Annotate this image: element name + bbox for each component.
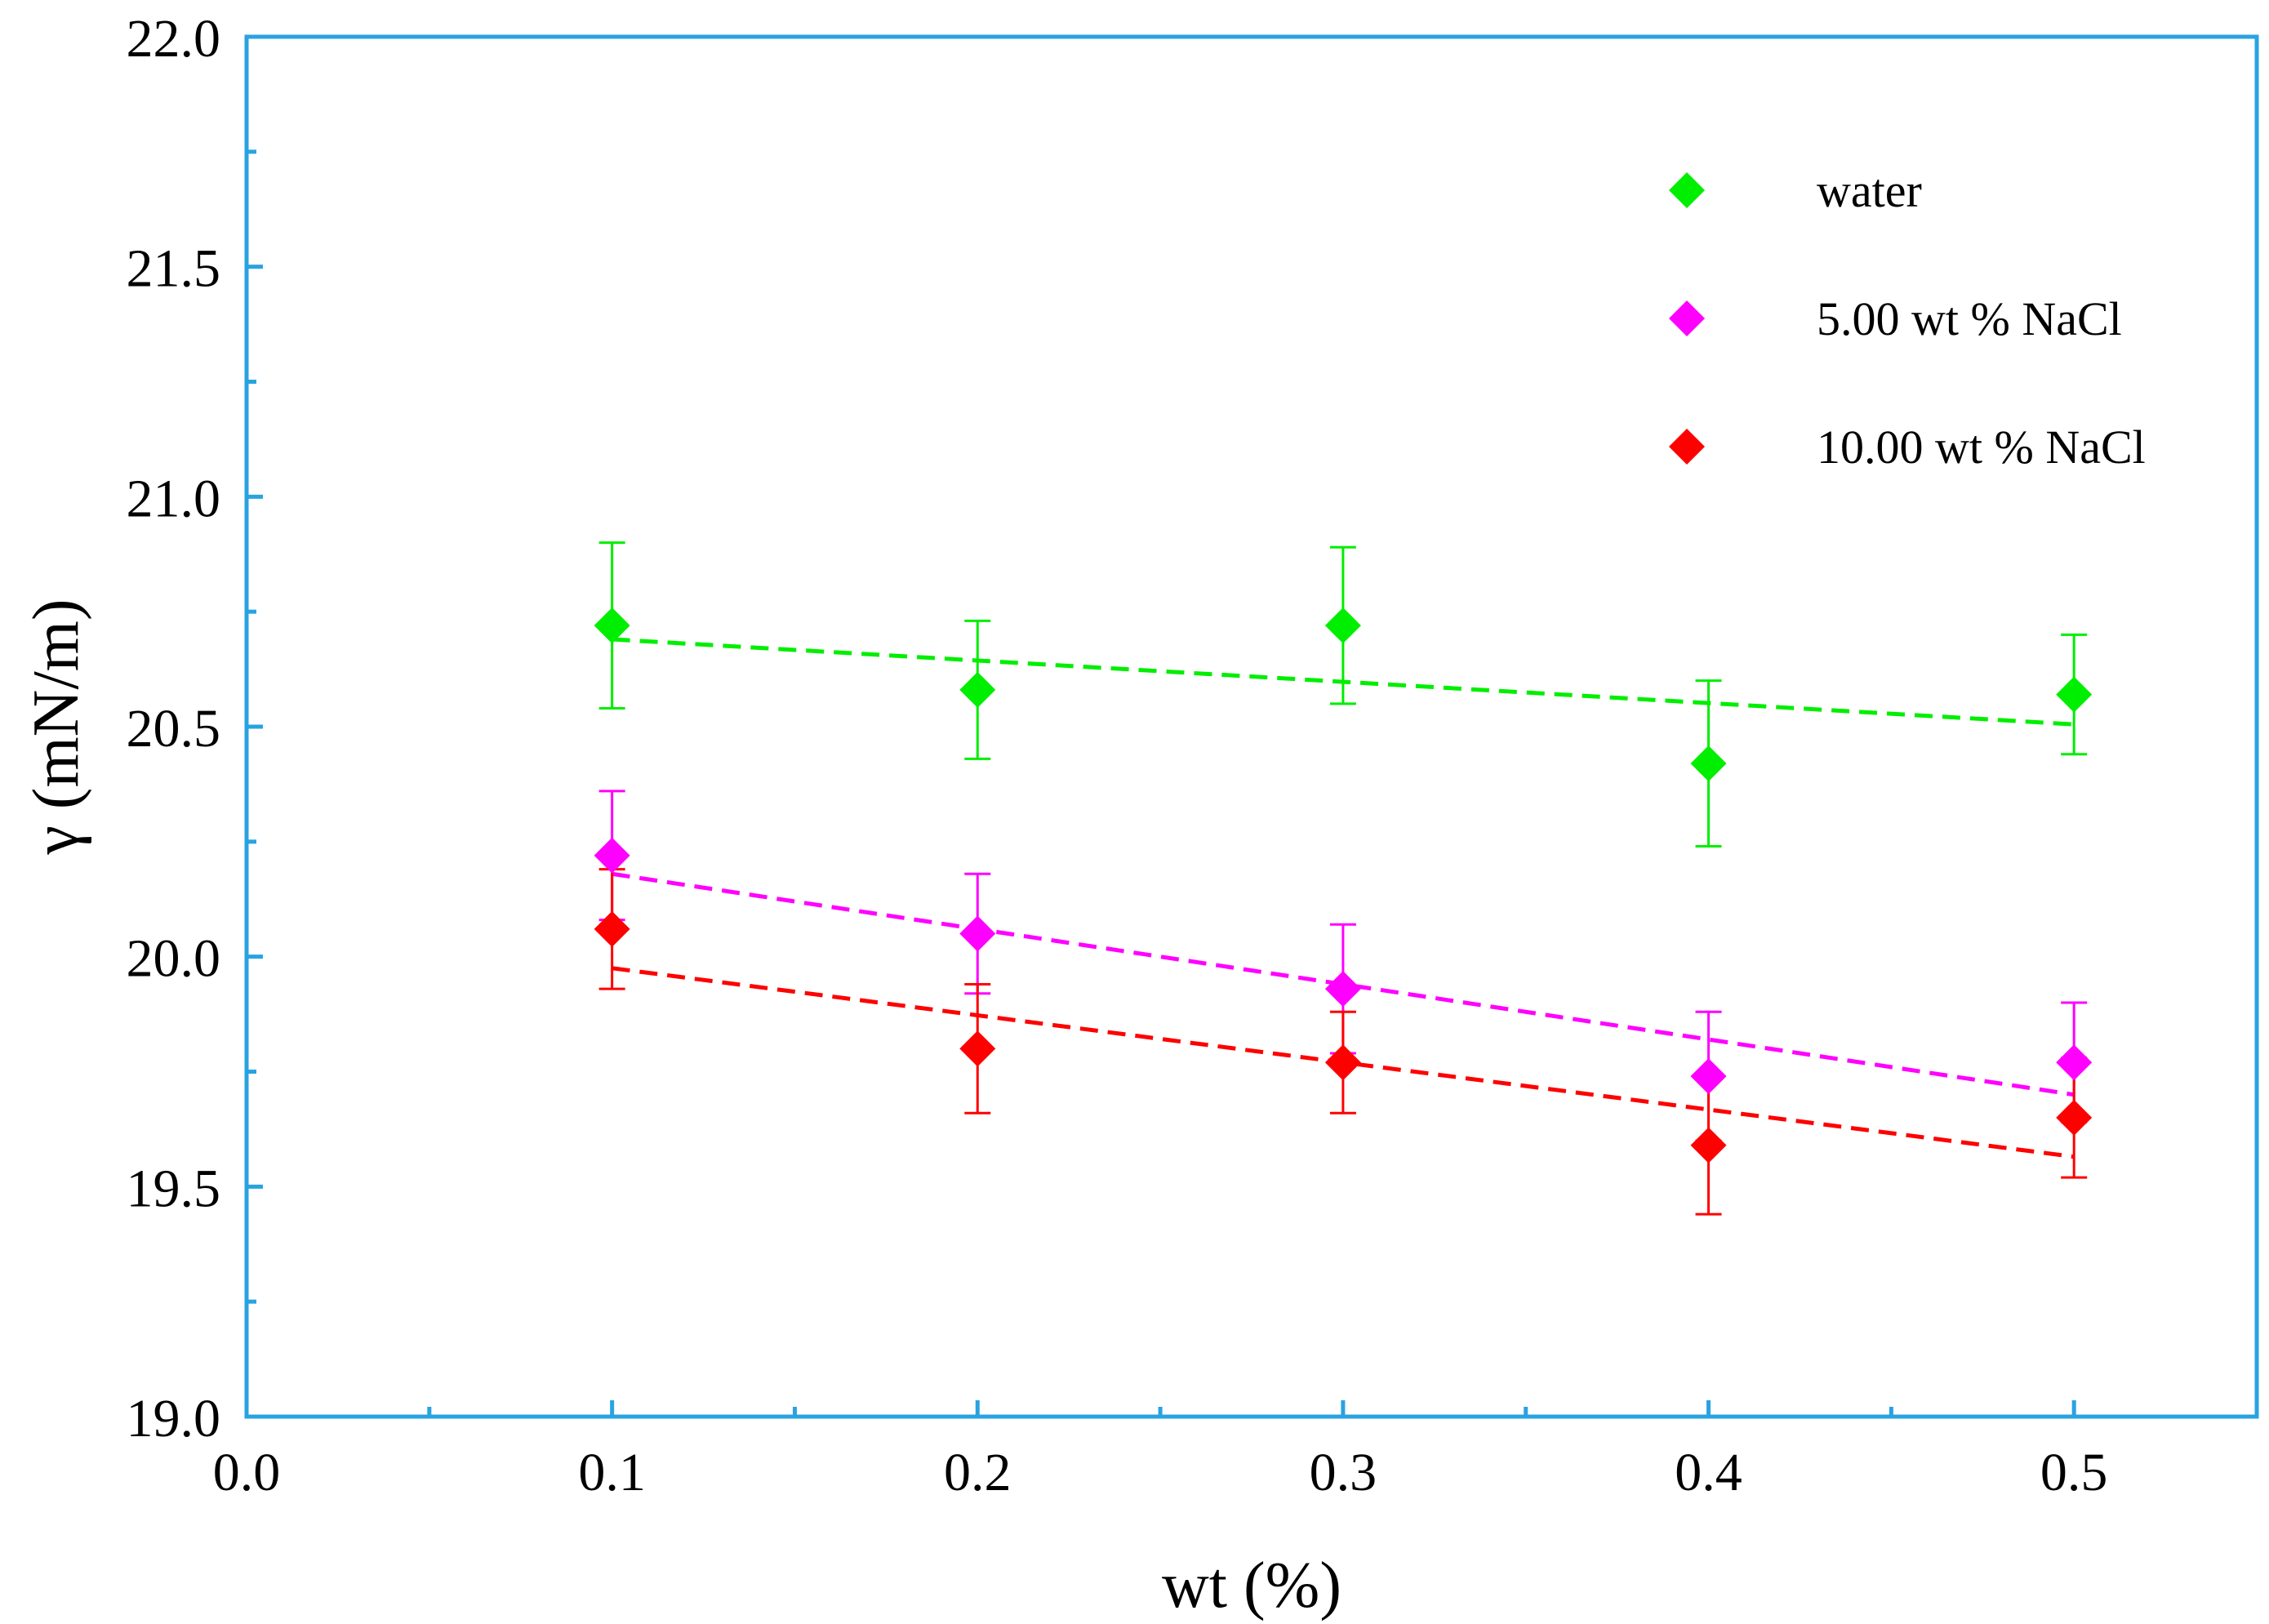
- y-tick-label: 21.5: [127, 239, 221, 299]
- axis-ticks: [244, 34, 2076, 1419]
- data-point-5-00-wt-nacl: [1324, 971, 1361, 1008]
- legend-marker-10-00-wt-nacl: [1669, 429, 1705, 465]
- data-point-10-00-wt-nacl: [2056, 1099, 2093, 1136]
- legend-item-water: water: [1669, 164, 1922, 217]
- data-point-water: [1690, 745, 1727, 782]
- data-point-5-00-wt-nacl: [2056, 1044, 2093, 1081]
- data-point-5-00-wt-nacl: [1690, 1058, 1727, 1095]
- data-point-water: [1324, 607, 1361, 644]
- x-tick-label: 0.3: [1310, 1443, 1377, 1502]
- x-axis-title: wt (%): [1162, 1550, 1341, 1622]
- data-point-water: [959, 671, 996, 708]
- y-axis-title: γ (mN/m): [20, 598, 92, 855]
- y-tick-label: 19.0: [127, 1389, 221, 1448]
- x-tick-label: 0.1: [578, 1443, 646, 1502]
- legend: water 5.00 wt % NaCl 10.00 wt % NaCl: [1669, 164, 2146, 474]
- x-axis-tick-labels: 0.0 0.1 0.2 0.3 0.4 0.5: [213, 1443, 2108, 1502]
- legend-marker-5-00-wt-nacl: [1669, 300, 1705, 336]
- data-point-5-00-wt-nacl: [594, 837, 630, 874]
- legend-marker-water: [1669, 172, 1705, 208]
- data-points: [594, 607, 2093, 1163]
- plot-area-frame: [244, 34, 2259, 1419]
- data-point-water: [2056, 676, 2093, 713]
- data-point-water: [594, 607, 630, 644]
- y-tick-label: 20.5: [127, 699, 221, 759]
- y-tick-label: 22.0: [127, 9, 221, 69]
- legend-item-5-00-wt-nacl: 5.00 wt % NaCl: [1669, 292, 2122, 345]
- data-point-5-00-wt-nacl: [959, 915, 996, 952]
- x-tick-label: 0.2: [944, 1443, 1012, 1502]
- legend-label-water: water: [1817, 164, 1922, 217]
- data-point-10-00-wt-nacl: [1690, 1127, 1727, 1163]
- y-tick-label: 20.0: [127, 929, 221, 989]
- x-tick-label: 0.4: [1675, 1443, 1742, 1502]
- y-tick-label: 19.5: [127, 1159, 221, 1218]
- x-tick-label: 0.5: [2040, 1443, 2108, 1502]
- data-point-10-00-wt-nacl: [594, 910, 630, 947]
- legend-label-5-00-wt-nacl: 5.00 wt % NaCl: [1817, 292, 2122, 345]
- y-axis-tick-labels: 19.0 19.5 20.0 20.5 21.0 21.5 22.0: [127, 9, 221, 1448]
- x-tick-label: 0.0: [213, 1443, 281, 1502]
- data-point-10-00-wt-nacl: [959, 1030, 996, 1067]
- y-tick-label: 21.0: [127, 469, 221, 528]
- legend-label-10-00-wt-nacl: 10.00 wt % NaCl: [1817, 420, 2146, 474]
- data-point-10-00-wt-nacl: [1324, 1044, 1361, 1081]
- legend-item-10-00-wt-nacl: 10.00 wt % NaCl: [1669, 420, 2146, 474]
